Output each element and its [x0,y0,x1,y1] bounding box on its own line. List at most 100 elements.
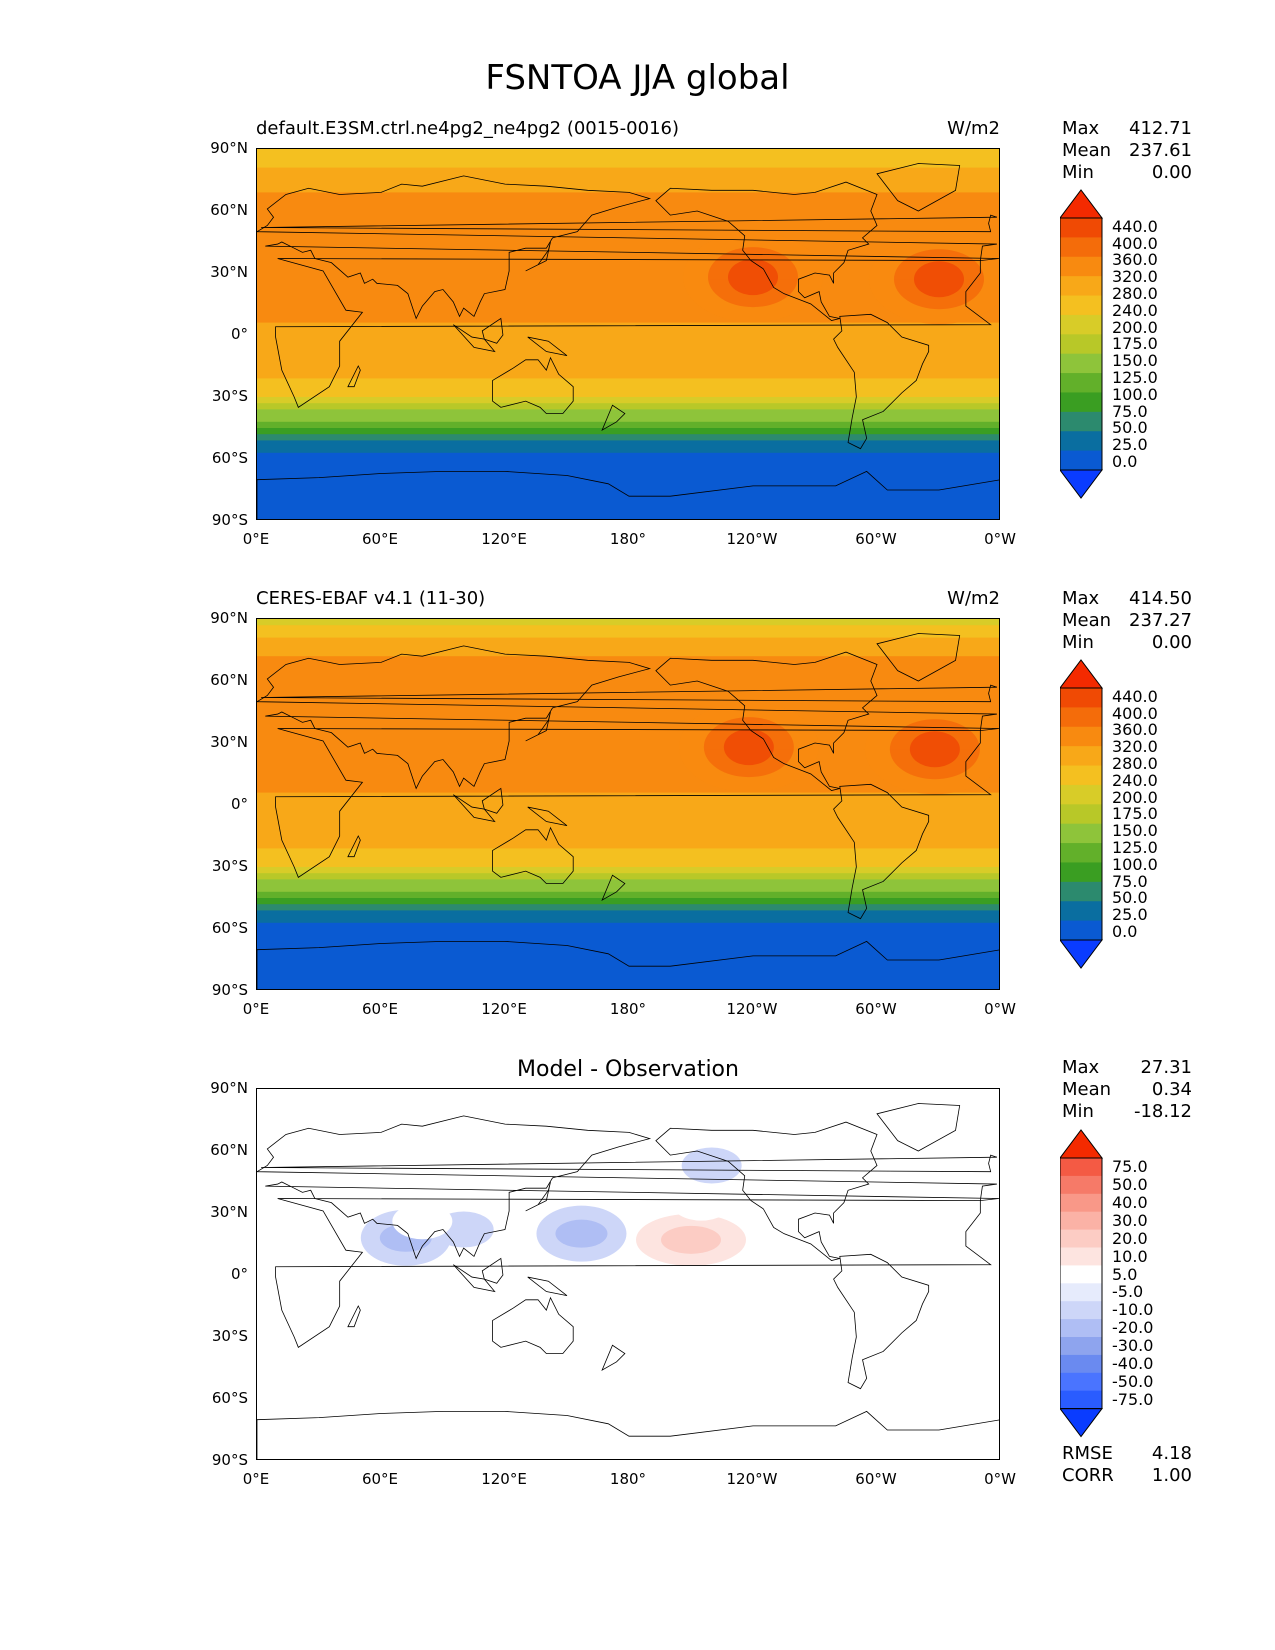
zonal-band [257,718,999,725]
coastline [876,633,961,682]
zonal-band [257,904,999,911]
zonal-band [257,656,999,663]
colorbar-tick-label: -5.0 [1112,1282,1144,1302]
coastline [257,1410,999,1459]
y-tick-label: 60°N [210,671,248,689]
colorbar-tick-label: 360.0 [1112,720,1158,740]
colorbar-tick-label: 0.0 [1112,921,1138,941]
colorbar-tick-label: 50.0 [1112,1175,1148,1195]
colorbar-segment [1060,1319,1102,1338]
zonal-band [257,693,999,701]
units-label: W/m2 [947,118,1000,139]
x-tick-label: 120°E [481,530,527,548]
x-tick-label: 120°E [481,1470,527,1488]
coastline [257,645,999,790]
x-tick-label: 60°W [855,530,897,548]
zonal-band [257,378,999,386]
corr-value: 1.00 [1151,1465,1192,1486]
colorbar-tick-label: 175.0 [1112,804,1158,824]
coastline [527,336,568,357]
zonal-band [257,465,999,472]
zonal-band [257,978,999,986]
y-tick-label: 30°N [210,263,248,281]
x-tick-label: 0°W [984,1470,1016,1488]
zonal-band [257,910,999,918]
y-tick-label: 90°S [211,511,248,529]
zonal-band [257,434,999,441]
zonal-band [257,279,999,286]
coastline [275,728,992,878]
colorbar-tick-label: 75.0 [1112,401,1148,421]
zonal-band [257,823,999,831]
zonal-band [257,953,999,961]
x-tick-label: 120°E [481,1000,527,1018]
stats-box: Max 412.71 Mean 237.61 Min 0.00 [1062,118,1192,184]
colorbar-tick-label: 240.0 [1112,300,1158,320]
y-tick-label: 90°S [211,1451,248,1469]
stats-box: Max 414.50 Mean 237.27 Min 0.00 [1062,588,1192,654]
error-stats-box: RMSE 4.18 CORR 1.00 [1062,1443,1192,1487]
max-label: Max [1062,118,1100,139]
zonal-band [257,736,999,744]
zonal-band [257,848,999,856]
zonal-band [257,254,999,262]
zonal-band [257,353,999,361]
coastline [257,470,999,519]
figure-title: FSNTOA JJA global [485,58,790,98]
zonal-band [257,421,999,429]
colorbar-segment [1060,1265,1102,1284]
zonal-band [257,817,999,825]
zonal-band [257,712,999,719]
zonal-band [257,873,999,880]
colorbar-tick-label: 125.0 [1112,367,1158,387]
colorbar-frame [1060,217,1103,471]
colorbar-segment [1060,920,1102,941]
zonal-band [257,397,999,404]
y-tick-label: 90°S [211,981,248,999]
coastline [527,1276,568,1297]
coastline [275,1198,992,1348]
zonal-band [257,984,999,989]
colorbar-segment [1060,314,1102,335]
colorbar-tick-label: -75.0 [1112,1389,1154,1409]
colorbar-segment [1060,1283,1102,1302]
stats-box: Max 27.31 Mean 0.34 Min -18.12 [1062,1057,1192,1123]
anomaly-region [392,1203,453,1240]
zonal-band [257,730,999,738]
field-maximum [728,259,778,296]
colorbar-tick-label: 50.0 [1112,888,1148,908]
colorbar-tick-label: 150.0 [1112,821,1158,841]
colorbar-tick-label: -20.0 [1112,1318,1154,1338]
colorbar-frame [1060,1157,1103,1410]
zonal-band [257,935,999,942]
zonal-band [257,508,999,516]
y-tick-label: 60°S [211,449,248,467]
colorbar-extend-max [1060,1129,1103,1159]
zonal-band [257,477,999,485]
zonal-band [257,291,999,299]
colorbar-segment [1060,1175,1102,1195]
y-tick-label: 30°N [210,1203,248,1221]
zonal-band [257,947,999,955]
colorbar-tick-label: 30.0 [1112,1210,1148,1230]
max-value: 412.71 [1129,118,1192,139]
zonal-band [257,328,999,336]
zonal-band [257,687,999,694]
zonal-band [257,471,999,479]
x-tick-label: 180° [609,1000,647,1018]
coastline [833,313,930,450]
zonal-band [257,885,999,893]
zonal-band [257,842,999,849]
y-tick-label: 90°N [210,139,248,157]
x-tick-label: 180° [609,530,647,548]
zonal-band [257,898,999,905]
colorbar-segment [1060,450,1102,471]
zonal-band [257,674,999,682]
mean-label: Mean [1062,610,1112,631]
colorbar-tick-label: -50.0 [1112,1371,1154,1391]
colorbar-segment [1060,765,1102,786]
colorbar-segment [1060,823,1102,844]
coastline [261,214,997,233]
colorbar-segment [1060,726,1102,747]
y-tick-label: 30°S [211,857,248,875]
